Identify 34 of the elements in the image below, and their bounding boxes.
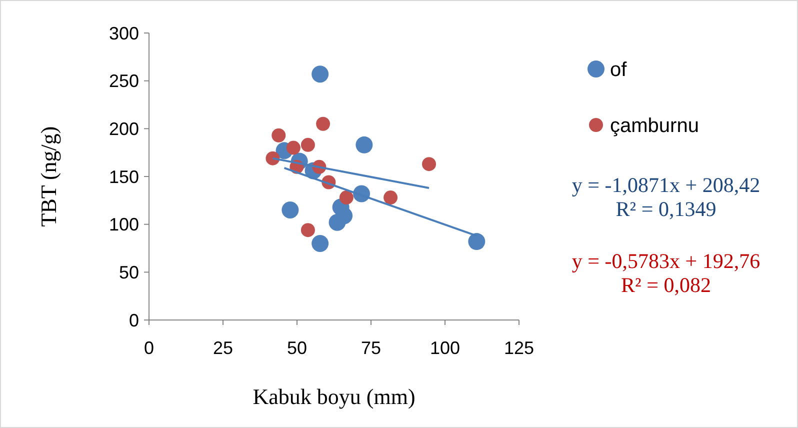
- y-axis-title: TBT (ng/g): [36, 126, 61, 227]
- x-axis-title: Kabuk boyu (mm): [252, 384, 416, 409]
- x-tick-label: 50: [286, 338, 308, 358]
- y-tick-label: 50: [118, 262, 139, 282]
- point: [266, 151, 280, 166]
- point: [339, 190, 354, 205]
- y-tick-label: 250: [108, 71, 139, 92]
- x-tick-label: 125: [504, 338, 534, 358]
- y-tick-label: 200: [108, 118, 139, 139]
- point: [300, 223, 315, 238]
- point: [282, 202, 299, 218]
- point: [356, 136, 373, 154]
- text: y = -0,5783x + 192,76 R² = 0,082: [572, 249, 760, 297]
- point: [422, 157, 436, 172]
- point: [328, 214, 346, 231]
- point: [286, 140, 300, 155]
- legend-label: çamburnu: [610, 115, 699, 137]
- point: [272, 128, 286, 142]
- point: [468, 233, 486, 250]
- x-tick-label: 100: [430, 338, 460, 358]
- text: y = -1,0871x + 208,42 R² = 0,1349: [572, 173, 760, 221]
- y-tick-label: 150: [108, 166, 139, 187]
- x-tick-label: 25: [212, 338, 234, 358]
- y-tick-label: 100: [108, 214, 139, 235]
- point: [384, 190, 398, 205]
- point: [300, 138, 315, 152]
- x-tick-label: 75: [360, 338, 382, 358]
- y-tick-label: 0: [128, 310, 139, 330]
- point: [312, 66, 329, 83]
- y-tick-label: 300: [108, 23, 139, 44]
- legend-label: of: [610, 59, 628, 81]
- point: [316, 116, 330, 131]
- x-tick-label: 0: [144, 338, 154, 358]
- point: [312, 234, 329, 252]
